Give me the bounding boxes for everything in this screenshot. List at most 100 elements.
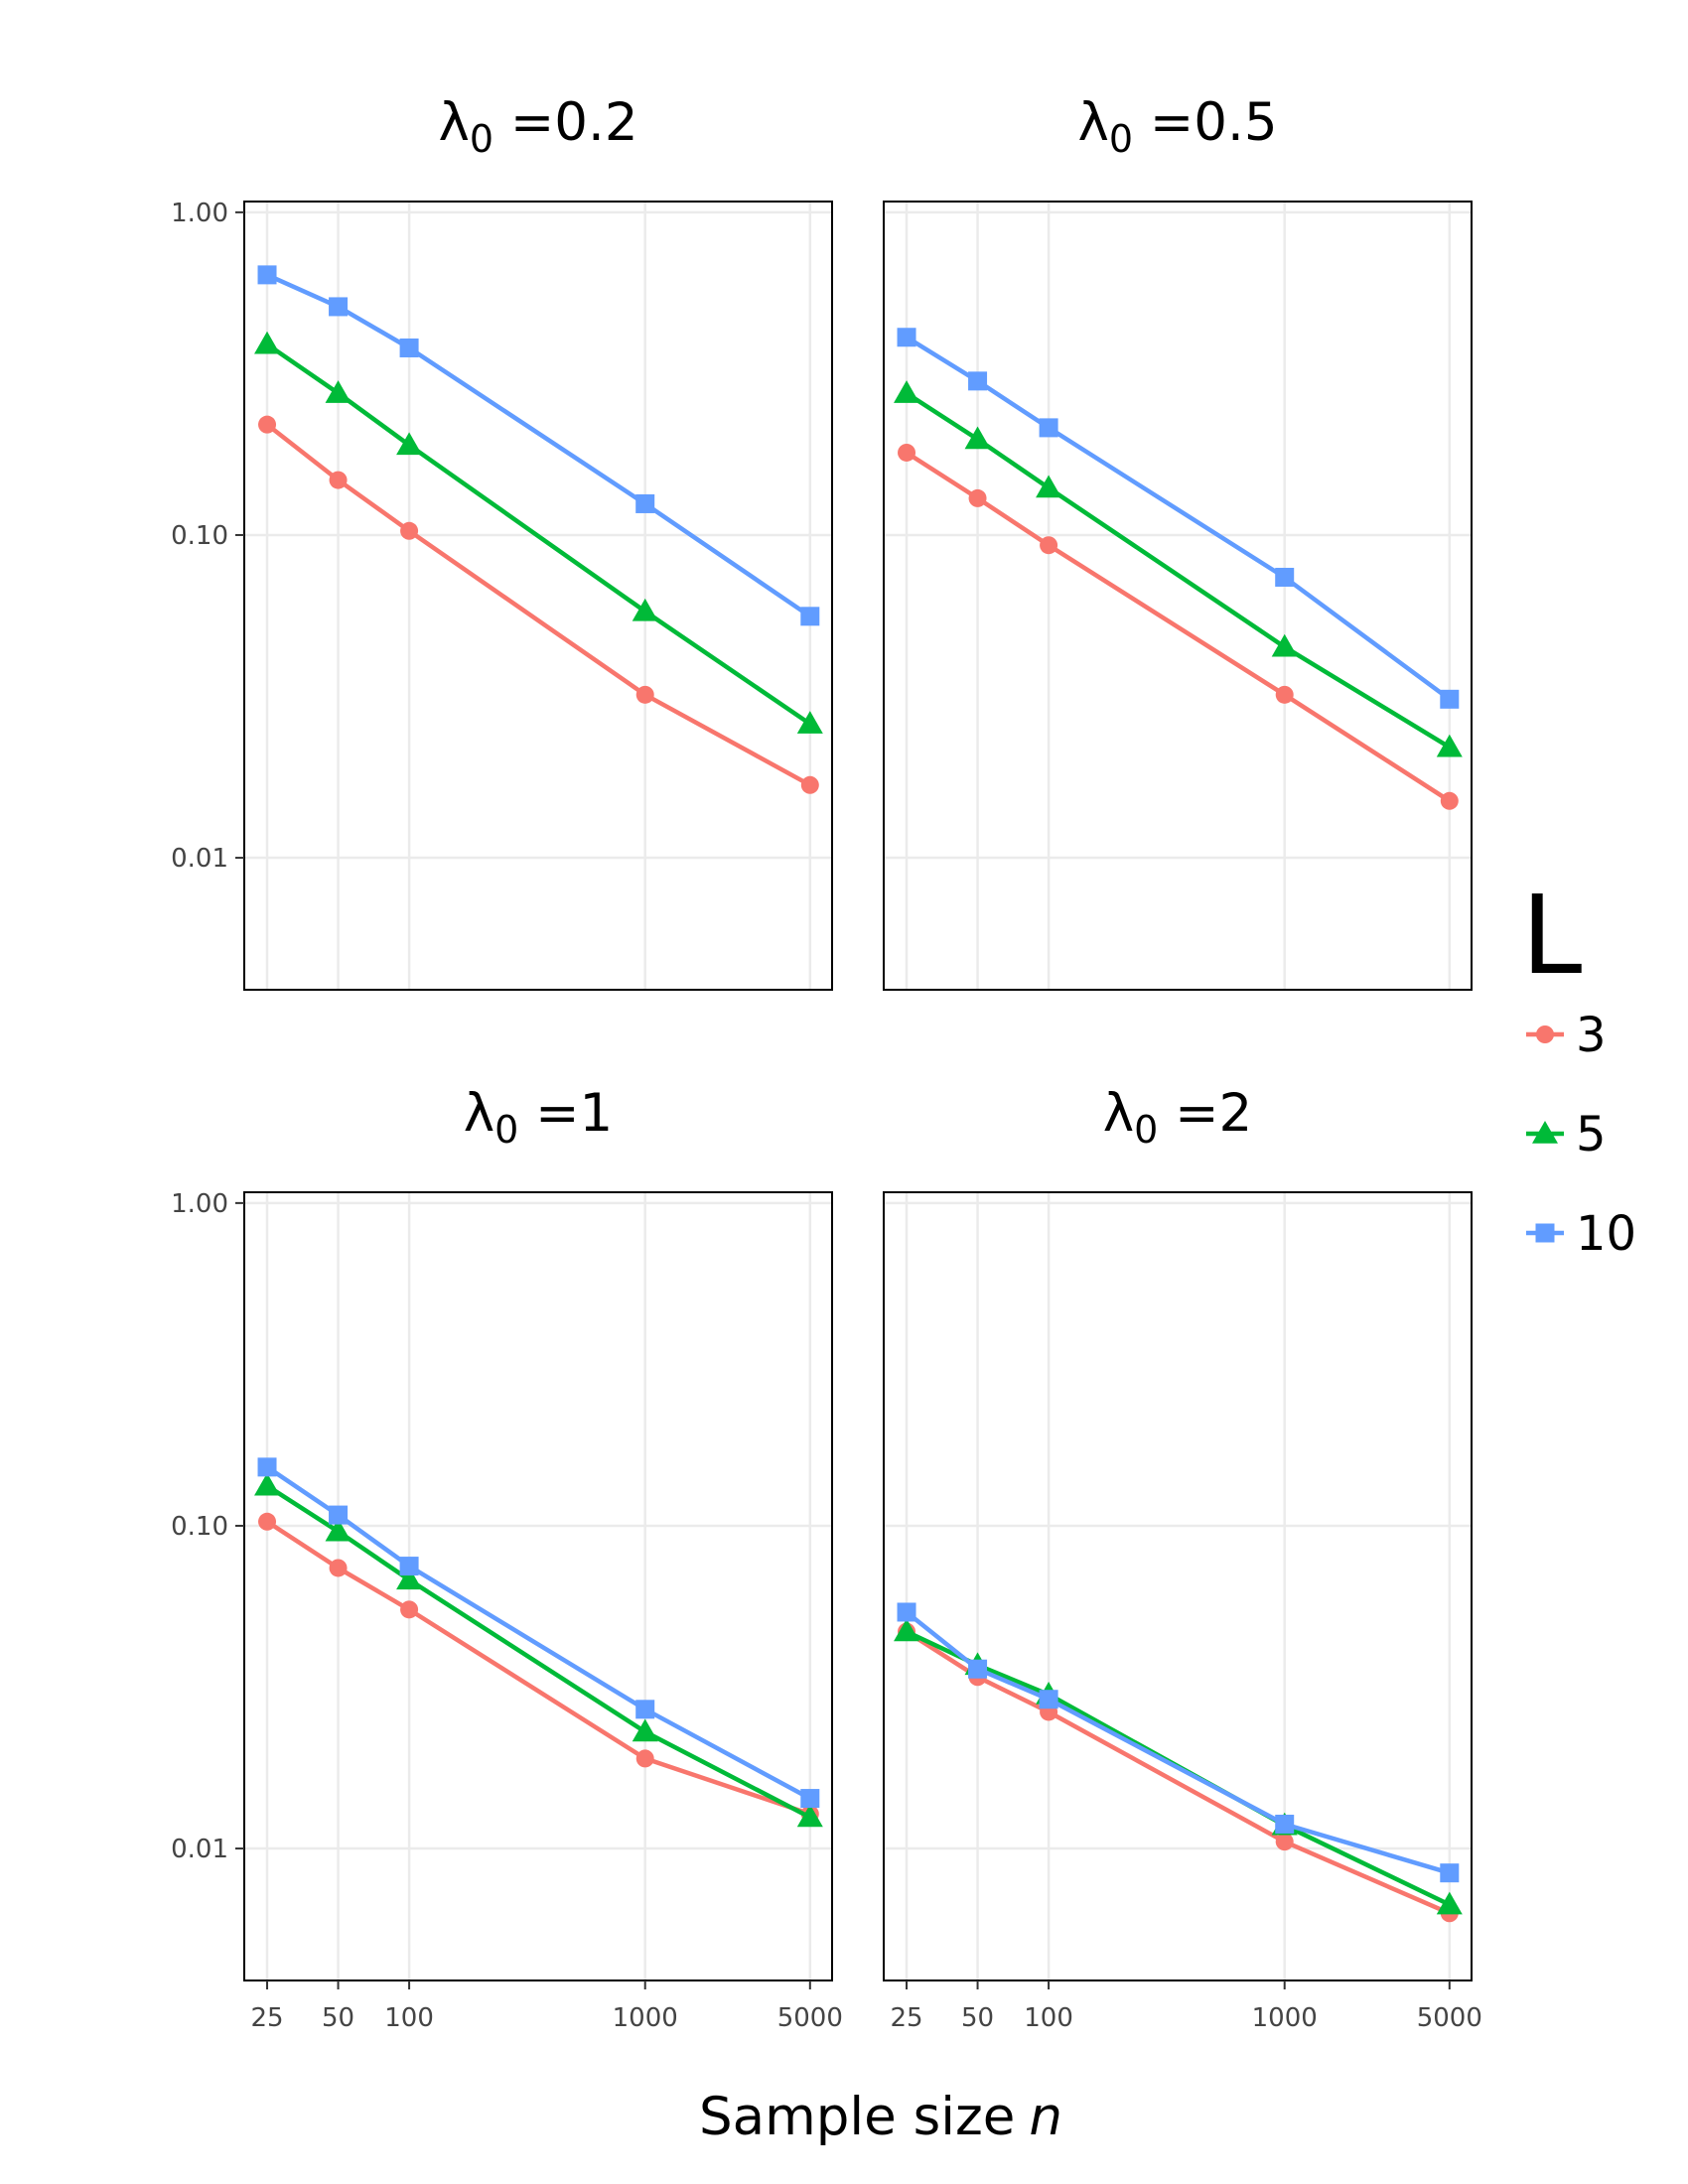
- panel-title-value: =0.5: [1133, 92, 1278, 153]
- data-point: [635, 1749, 654, 1768]
- x-tick-label: 50: [322, 2003, 354, 2033]
- legend-entries: 3 5 10: [1526, 1008, 1636, 1262]
- x-tick-label: 25: [250, 2003, 283, 2033]
- x-tick-label: 5000: [1417, 2003, 1482, 2033]
- x-tick-label: 25: [890, 2003, 922, 2033]
- legend: L 3 5 10: [1521, 872, 1636, 1262]
- y-tick-label: 0.10: [171, 1512, 228, 1542]
- panel-title-subscript: 0: [470, 117, 493, 161]
- series-5: [894, 380, 1463, 757]
- panel-title-symbol: λ: [438, 92, 469, 153]
- y-tick-label: 1.00: [171, 199, 228, 228]
- x-tick-label: 100: [1024, 2003, 1073, 2033]
- panel-4: λ0 =2 25 50 100 1000 5000: [883, 1083, 1482, 2033]
- data-point: [399, 338, 419, 357]
- data-point: [635, 1700, 655, 1719]
- x-axis-title-text: Sample size: [699, 2087, 1015, 2147]
- data-point: [396, 1567, 423, 1590]
- data-point: [894, 1618, 920, 1642]
- data-point: [1275, 1814, 1295, 1834]
- legend-label: 3: [1576, 1008, 1607, 1063]
- x-tick-label: 1000: [613, 2003, 678, 2033]
- panel-title: λ0 =1: [464, 1083, 614, 1152]
- panel-title-subscript: 0: [1109, 117, 1133, 161]
- data-point: [898, 443, 916, 462]
- series-3: [898, 443, 1459, 810]
- data-point: [257, 1457, 277, 1477]
- x-axis-title-variable: n: [1029, 2087, 1062, 2147]
- legend-triangle-marker: [1532, 1121, 1558, 1144]
- gridlines: [244, 202, 832, 990]
- y-tick-label: 0.10: [171, 521, 228, 551]
- panel-title-symbol: λ: [1103, 1083, 1134, 1144]
- legend-title: L: [1521, 872, 1582, 999]
- data-point: [897, 328, 916, 347]
- data-point: [254, 331, 281, 354]
- panel-frame: [243, 201, 833, 991]
- panel-title: λ0 =0.2: [438, 92, 637, 161]
- data-point: [1039, 1690, 1058, 1709]
- panel-title-subscript: 0: [494, 1108, 518, 1152]
- series-3: [258, 1512, 819, 1824]
- panel-2: λ0 =0.5: [883, 92, 1473, 991]
- panel-frame: [243, 1191, 833, 1981]
- legend-entry-3: 3: [1526, 1008, 1607, 1063]
- data-point: [396, 432, 423, 456]
- data-point: [968, 1659, 988, 1679]
- panel-title-value: =0.2: [493, 92, 638, 153]
- panel-title: λ0 =2: [1103, 1083, 1253, 1152]
- y-tick-label: 0.01: [171, 1835, 228, 1864]
- y-tick-label: 0.01: [171, 844, 228, 874]
- data-point: [1440, 1863, 1460, 1883]
- x-axis-title: Sample size n: [699, 2087, 1062, 2147]
- data-point: [635, 685, 654, 704]
- data-point: [632, 598, 658, 621]
- y-tick-label: 1.00: [171, 1189, 228, 1219]
- data-point: [329, 1505, 349, 1525]
- panel-title: λ0 =0.5: [1077, 92, 1277, 161]
- legend-entry-5: 5: [1526, 1107, 1607, 1162]
- data-point: [400, 1600, 419, 1619]
- data-point: [257, 265, 277, 285]
- data-point: [1275, 1833, 1294, 1851]
- data-point: [329, 1559, 348, 1577]
- legend-label: 10: [1576, 1206, 1636, 1262]
- data-point: [329, 297, 349, 317]
- data-point: [968, 488, 987, 507]
- data-point: [1275, 685, 1294, 704]
- panel-title-subscript: 0: [1134, 1108, 1158, 1152]
- data-point: [964, 426, 991, 450]
- data-point: [1436, 1891, 1463, 1915]
- data-point: [1036, 475, 1062, 498]
- panel-title-symbol: λ: [1077, 92, 1108, 153]
- data-point: [325, 380, 352, 403]
- data-point: [254, 1472, 281, 1496]
- panel-frame: [883, 201, 1473, 991]
- data-point: [1436, 734, 1463, 757]
- panel-frame: [883, 1191, 1473, 1981]
- panel-title-symbol: λ: [464, 1083, 494, 1144]
- legend-label: 5: [1576, 1107, 1607, 1162]
- data-point: [796, 1804, 823, 1828]
- series-5: [254, 1472, 823, 1828]
- data-point: [329, 471, 348, 489]
- legend-entry-10: 10: [1526, 1206, 1636, 1262]
- data-point: [325, 1518, 352, 1542]
- data-point: [1440, 689, 1460, 709]
- data-point: [800, 1789, 820, 1809]
- series-3: [258, 415, 819, 794]
- data-point: [1039, 418, 1058, 438]
- data-point: [800, 607, 820, 626]
- legend-square-marker: [1535, 1223, 1555, 1243]
- data-point: [1271, 633, 1298, 657]
- data-point: [968, 371, 988, 391]
- data-point: [897, 1602, 916, 1622]
- x-tick-label: 50: [961, 2003, 994, 2033]
- panel-1: λ0 =0.2 0.01 0.10 1.00: [171, 92, 833, 991]
- data-point: [258, 1512, 277, 1531]
- data-point: [894, 380, 920, 403]
- panel-title-value: =1: [518, 1083, 613, 1144]
